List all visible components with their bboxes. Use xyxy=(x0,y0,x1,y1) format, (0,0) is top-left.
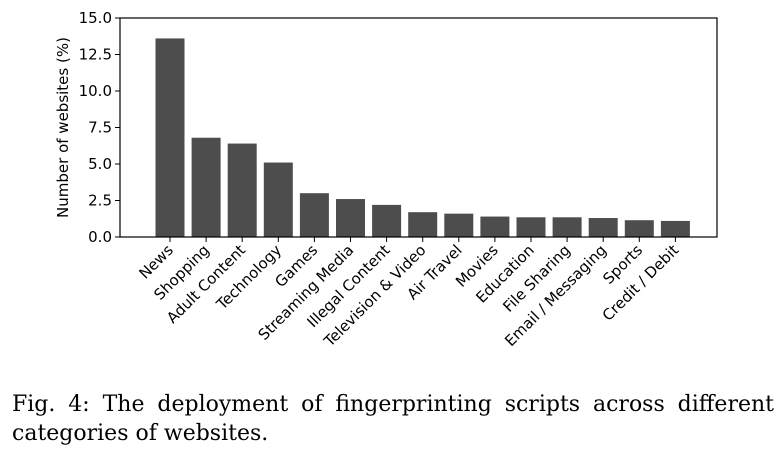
y-tick-label: 10.0 xyxy=(79,82,112,100)
y-axis-label: Number of websites (%) xyxy=(54,37,72,218)
bar xyxy=(155,38,185,237)
bar xyxy=(299,193,329,237)
y-tick-label: 7.5 xyxy=(88,119,112,137)
bar xyxy=(624,220,654,237)
y-tick-label: 12.5 xyxy=(79,46,112,64)
bar xyxy=(408,212,438,237)
bar xyxy=(336,199,365,237)
figure-caption: Fig. 4: The deployment of fingerprinting… xyxy=(12,392,774,446)
bar xyxy=(227,143,257,237)
y-tick-label: 5.0 xyxy=(88,155,112,173)
bar xyxy=(372,204,402,237)
plot-frame xyxy=(119,17,718,238)
bar xyxy=(516,217,546,237)
y-tick-label: 0.0 xyxy=(88,228,112,246)
bars-group xyxy=(155,38,690,237)
bar xyxy=(263,162,293,237)
bar xyxy=(191,137,221,237)
bar-chart: 0.0 2.5 5.0 7.5 10.0 12.5 15.0 NewsShoppingAdu… xyxy=(54,9,718,351)
y-tick-label: 15.0 xyxy=(79,9,112,27)
bar xyxy=(552,217,582,237)
bar xyxy=(588,218,618,237)
y-axis-ticks: 0.0 2.5 5.0 7.5 10.0 12.5 15.0 xyxy=(79,9,120,246)
bar xyxy=(480,216,510,237)
y-tick-label: 2.5 xyxy=(88,192,112,210)
bar xyxy=(660,220,690,237)
bar xyxy=(444,213,474,237)
